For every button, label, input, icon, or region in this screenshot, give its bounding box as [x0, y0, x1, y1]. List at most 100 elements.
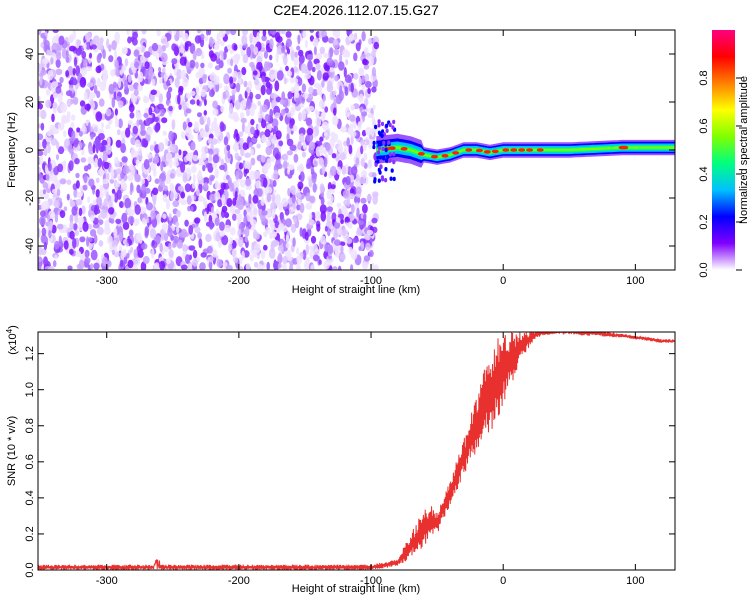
spectrogram-x-tick-label: 0 — [500, 275, 506, 287]
noise-speckle — [79, 236, 86, 243]
noise-speckle — [260, 155, 266, 163]
noise-speckle — [159, 78, 163, 84]
noise-speckle — [58, 235, 62, 247]
noise-speckle — [243, 209, 247, 218]
noise-speckle — [270, 202, 277, 210]
noise-speckle — [43, 256, 48, 267]
noise-speckle — [300, 165, 305, 172]
signal-hotspot — [483, 150, 491, 154]
noise-speckle — [198, 195, 204, 202]
signal-hotspot — [441, 154, 449, 158]
noise-speckle — [217, 199, 223, 208]
noise-speckle — [199, 262, 206, 270]
noise-speckle — [135, 159, 139, 167]
noise-speckle — [313, 160, 318, 168]
noise-speckle — [282, 153, 289, 162]
noise-speckle — [94, 204, 100, 212]
noise-speckle — [102, 151, 108, 162]
noise-speckle — [179, 94, 184, 103]
noise-speckle — [46, 88, 51, 96]
noise-speckle — [349, 114, 356, 122]
noise-speckle — [262, 177, 268, 188]
noise-speckle — [206, 116, 211, 128]
noise-speckle — [333, 48, 340, 56]
noise-speckle — [227, 177, 233, 188]
noise-speckle — [345, 175, 351, 186]
noise-speckle — [160, 35, 168, 45]
noise-speckle — [115, 168, 122, 175]
noise-speckle — [336, 202, 342, 208]
noise-speckle — [316, 117, 320, 127]
noise-speckle — [305, 117, 313, 127]
noise-speckle — [128, 103, 135, 113]
noise-speckle — [116, 189, 122, 200]
noise-speckle — [165, 42, 170, 48]
noise-speckle — [202, 197, 207, 207]
noise-speckle — [323, 53, 329, 58]
snr-series-line — [38, 332, 675, 570]
snr-y-tick-label: 1.0 — [24, 382, 36, 397]
noise-speckle — [231, 89, 237, 95]
noise-speckle — [47, 162, 52, 172]
noise-speckle — [265, 208, 271, 219]
noise-speckle — [110, 166, 114, 178]
snr-y-tick-label: 0.2 — [24, 526, 36, 541]
noise-speckle — [84, 32, 92, 42]
noise-speckle — [252, 195, 259, 204]
noise-speckle — [223, 136, 229, 146]
noise-speckle — [270, 30, 277, 36]
noise-speckle — [172, 200, 180, 208]
noise-speckle — [338, 146, 344, 154]
noise-speckle — [299, 227, 303, 237]
noise-speckle — [103, 198, 109, 208]
noise-speckle — [253, 78, 260, 86]
noise-speckle — [69, 248, 74, 255]
noise-speckle — [74, 230, 79, 236]
noise-speckle — [143, 159, 150, 170]
noise-speckle — [342, 189, 350, 199]
noise-speckle — [130, 147, 136, 159]
noise-speckle — [232, 70, 239, 78]
noise-speckle — [54, 254, 58, 260]
noise-speckle — [96, 196, 103, 206]
noise-speckle — [204, 146, 208, 154]
noise-speckle — [253, 232, 260, 240]
noise-speckle — [239, 112, 245, 119]
noise-speckle — [59, 76, 64, 84]
noise-speckle — [89, 52, 92, 59]
noise-speckle — [275, 130, 282, 140]
noise-speckle — [278, 223, 285, 231]
noise-speckle — [182, 231, 189, 238]
noise-speckle — [158, 142, 165, 152]
noise-speckle — [243, 80, 248, 88]
noise-speckle — [285, 65, 289, 72]
noise-speckle — [241, 122, 245, 133]
noise-speckle — [331, 153, 337, 159]
noise-speckle — [212, 154, 220, 164]
noise-speckle — [357, 220, 364, 226]
noise-speckle — [120, 178, 126, 189]
noise-speckle — [369, 249, 374, 258]
noise-speckle — [60, 102, 67, 113]
noise-speckle — [66, 179, 72, 185]
noise-speckle — [297, 141, 302, 151]
noise-speckle — [170, 191, 175, 201]
noise-speckle — [120, 250, 125, 261]
noise-speckle — [138, 45, 146, 54]
noise-speckle — [55, 86, 62, 94]
noise-speckle — [212, 161, 218, 169]
noise-speckle — [47, 181, 51, 189]
noise-speckle — [40, 69, 47, 76]
noise-speckle — [282, 263, 287, 270]
noise-speckle — [272, 179, 277, 188]
noise-speckle — [313, 58, 320, 65]
noise-speckle — [259, 173, 266, 180]
noise-speckle — [264, 226, 271, 234]
noise-speckle — [154, 178, 160, 184]
noise-speckle — [187, 121, 193, 128]
onset-speckle — [379, 155, 383, 160]
onset-speckle — [382, 140, 386, 146]
noise-speckle — [324, 65, 330, 72]
noise-speckle — [151, 42, 159, 52]
noise-speckle — [244, 90, 248, 99]
